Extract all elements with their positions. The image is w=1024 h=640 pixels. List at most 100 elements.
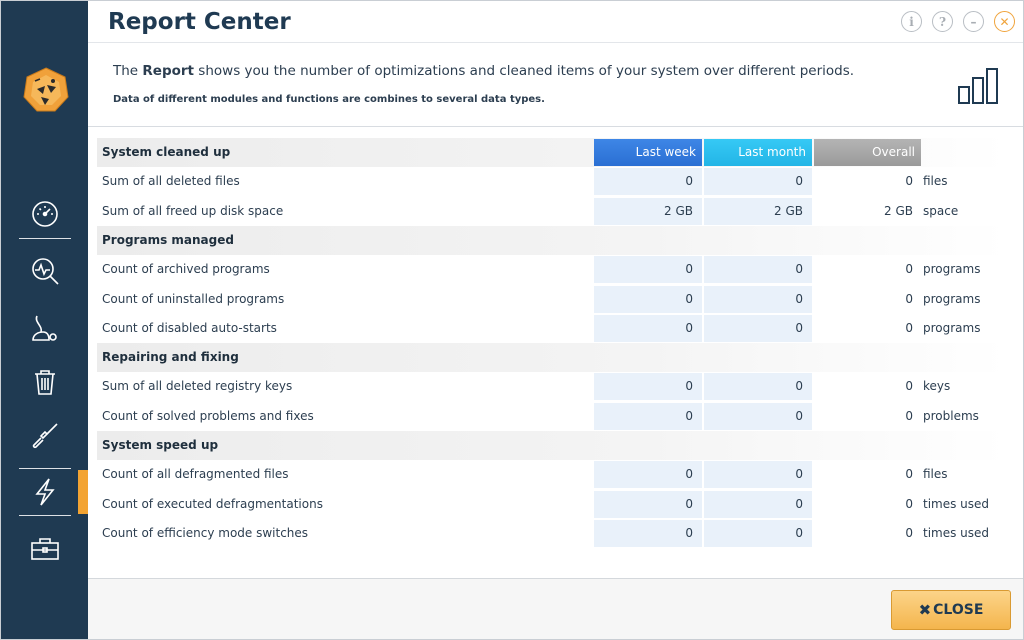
value-cell-last-month: 0	[704, 403, 812, 430]
row-label: Count of all defragmented files	[102, 467, 289, 481]
screwdriver-icon	[32, 423, 58, 449]
nav-speed-up[interactable]	[19, 470, 71, 514]
row-label: Sum of all freed up disk space	[102, 204, 284, 218]
footer: ✖ CLOSE	[88, 578, 1023, 639]
column-header-last-week[interactable]: Last week	[594, 139, 702, 166]
section-title: System cleaned up	[102, 145, 231, 159]
value-cell-overall: 0	[814, 461, 922, 488]
nav-analysis[interactable]	[19, 249, 71, 293]
nav-separator	[19, 515, 71, 516]
nav-separator	[19, 468, 71, 469]
row-unit: problems	[923, 409, 979, 423]
section-header-row: Repairing and fixing	[97, 343, 1007, 372]
value-cell-last-week: 0	[594, 168, 702, 195]
intro-subtitle: Data of different modules and functions …	[113, 94, 545, 105]
analysis-magnifier-icon	[32, 258, 59, 285]
value-cell-last-month: 0	[704, 520, 812, 547]
app-logo-icon	[23, 67, 69, 112]
row-unit: space	[923, 204, 959, 218]
table-row: Count of efficiency mode switches 0 0 0 time…	[97, 519, 1007, 548]
value-cell-overall: 0	[814, 403, 922, 430]
value-cell-last-week: 2 GB	[594, 198, 702, 225]
row-label: Count of uninstalled programs	[102, 292, 285, 306]
intro-text-suffix: shows you the number of optimizations an…	[194, 63, 855, 79]
value-cell-last-week: 0	[594, 461, 702, 488]
value-cell-last-month: 0	[704, 373, 812, 400]
intro-text: The Report shows you the number of optim…	[113, 63, 854, 79]
column-header-last-month[interactable]: Last month	[704, 139, 812, 166]
table-row: Sum of all deleted files 0 0 0 files	[97, 167, 1007, 196]
info-button[interactable]: i	[901, 11, 922, 32]
section-title: Repairing and fixing	[102, 350, 239, 364]
intro-text-prefix: The	[113, 63, 143, 79]
intro-panel: The Report shows you the number of optim…	[88, 43, 1023, 127]
minimize-button[interactable]: –	[963, 11, 984, 32]
value-cell-last-month: 0	[704, 256, 812, 283]
lightning-icon	[35, 478, 55, 506]
row-unit: times used	[923, 497, 990, 511]
toolbox-icon	[31, 538, 59, 560]
nav-repair[interactable]	[19, 414, 71, 458]
value-cell-overall: 0	[814, 373, 922, 400]
value-cell-last-week: 0	[594, 373, 702, 400]
value-cell-overall: 0	[814, 286, 922, 313]
window-title: Report Center	[108, 9, 291, 35]
row-label: Count of executed defragmentations	[102, 497, 323, 511]
nav-dashboard[interactable]	[19, 192, 71, 236]
value-cell-overall: 2 GB	[814, 198, 922, 225]
value-cell-last-month: 0	[704, 168, 812, 195]
section-title: Programs managed	[102, 233, 234, 247]
nav-uninstaller[interactable]	[19, 360, 71, 404]
nav-cleaner[interactable]	[19, 306, 71, 350]
row-label: Count of solved problems and fixes	[102, 409, 314, 423]
row-unit: files	[923, 174, 948, 188]
value-cell-last-week: 0	[594, 286, 702, 313]
nav-toolbox[interactable]	[19, 527, 71, 571]
bar-chart-icon	[958, 68, 998, 104]
close-x-icon: ✖	[918, 601, 932, 619]
table-row: Sum of all freed up disk space 2 GB 2 GB 2 …	[97, 197, 1007, 226]
value-cell-last-week: 0	[594, 256, 702, 283]
value-cell-overall: 0	[814, 491, 922, 518]
row-label: Count of efficiency mode switches	[102, 526, 309, 540]
row-label: Sum of all deleted files	[102, 174, 240, 188]
value-cell-overall: 0	[814, 168, 922, 195]
row-label: Count of disabled auto-starts	[102, 321, 277, 335]
dashboard-gauge-icon	[32, 201, 58, 227]
close-button[interactable]: ✖ CLOSE	[891, 590, 1011, 630]
value-cell-last-week: 0	[594, 315, 702, 342]
section-title: System speed up	[102, 438, 219, 452]
value-cell-last-month: 0	[704, 491, 812, 518]
nav-separator	[19, 238, 71, 239]
table-row: Count of disabled auto-starts 0 0 0 programs	[97, 314, 1007, 343]
value-cell-overall: 0	[814, 315, 922, 342]
row-unit: programs	[923, 321, 981, 335]
close-button-label: CLOSE	[933, 602, 984, 618]
window-controls: i ? – ✕	[901, 11, 1015, 32]
table-row: Count of all defragmented files 0 0 0 files	[97, 460, 1007, 489]
column-header-overall[interactable]: Overall	[814, 139, 921, 166]
table-row: Count of uninstalled programs 0 0 0 programs	[97, 285, 1007, 314]
table-row: Count of archived programs 0 0 0 programs	[97, 255, 1007, 284]
help-button[interactable]: ?	[932, 11, 953, 32]
value-cell-last-month: 0	[704, 315, 812, 342]
vacuum-cleaner-icon	[32, 315, 57, 341]
value-cell-last-week: 0	[594, 403, 702, 430]
section-header-row: System speed up	[97, 431, 1007, 460]
section-header-row: System cleaned up Last week Last month Over…	[97, 138, 1007, 167]
row-label: Sum of all deleted registry keys	[102, 379, 293, 393]
row-unit: times used	[923, 526, 990, 540]
row-unit: programs	[923, 292, 981, 306]
row-unit: programs	[923, 262, 981, 276]
value-cell-last-week: 0	[594, 491, 702, 518]
value-cell-last-month: 0	[704, 461, 812, 488]
table-row: Sum of all deleted registry keys 0 0 0 keys	[97, 372, 1007, 401]
value-cell-overall: 0	[814, 256, 922, 283]
table-row: Count of executed defragmentations 0 0 0 tim…	[97, 490, 1007, 519]
value-cell-overall: 0	[814, 520, 922, 547]
value-cell-last-week: 0	[594, 520, 702, 547]
close-window-button[interactable]: ✕	[994, 11, 1015, 32]
nav-active-indicator	[78, 470, 88, 514]
section-header-row: Programs managed	[97, 226, 1007, 255]
